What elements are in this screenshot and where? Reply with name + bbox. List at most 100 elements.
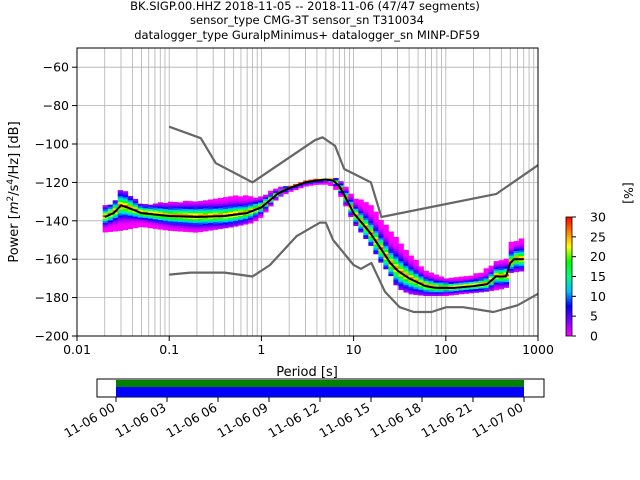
density-cell	[167, 218, 174, 222]
density-cell	[217, 201, 224, 205]
density-cell	[177, 208, 184, 211]
density-cell	[363, 207, 369, 211]
density-cell	[373, 246, 379, 249]
density-cell	[368, 228, 374, 231]
density-cell	[253, 205, 259, 208]
density-cell	[238, 211, 244, 215]
density-cell	[122, 219, 129, 223]
density-cell	[127, 224, 134, 228]
density-cell	[403, 286, 409, 289]
density-cell	[423, 274, 429, 277]
density-cell	[167, 222, 174, 226]
density-cell	[238, 209, 244, 213]
density-cell	[132, 225, 139, 229]
density-cell	[328, 183, 334, 187]
density-cell	[248, 219, 254, 222]
density-cell	[132, 214, 139, 217]
density-cell	[127, 201, 134, 205]
density-cell	[418, 291, 424, 294]
density-cell	[403, 284, 409, 287]
density-cell	[258, 213, 264, 216]
density-cell	[177, 206, 184, 209]
density-cell	[122, 212, 129, 215]
density-cell	[373, 242, 379, 245]
density-cell	[187, 228, 194, 231]
density-cell	[243, 203, 249, 206]
density-cell	[378, 243, 384, 246]
density-cell	[403, 278, 409, 282]
density-cell	[393, 273, 399, 276]
timeline-tick-label: 11-06 12	[265, 400, 321, 441]
density-cell	[393, 256, 399, 259]
density-cell	[428, 293, 434, 297]
density-cell	[187, 218, 194, 221]
density-cell	[438, 276, 444, 279]
density-cell	[162, 210, 169, 213]
density-cell	[368, 237, 374, 241]
density-cell	[243, 204, 249, 208]
density-cell	[107, 210, 114, 213]
density-cell	[373, 221, 379, 224]
density-cell	[428, 278, 434, 281]
density-cell	[483, 277, 490, 281]
density-cell	[207, 218, 214, 221]
colorbar-label: [%]	[621, 182, 636, 204]
density-cell	[468, 289, 474, 292]
density-cell	[243, 220, 249, 223]
density-cell	[117, 192, 124, 195]
density-cell	[368, 241, 374, 245]
density-cell	[453, 281, 459, 284]
density-cell	[258, 196, 264, 199]
density-cell	[253, 207, 259, 210]
timeline-tick-label: 11-06 09	[214, 400, 270, 441]
density-cell	[518, 263, 525, 266]
density-cell	[498, 277, 505, 280]
density-cell	[443, 284, 449, 287]
density-cell	[328, 177, 334, 181]
y-tick-label: −120	[35, 175, 69, 190]
density-cell	[167, 224, 174, 228]
colorbar-tick-label: 10	[590, 289, 606, 304]
density-cell	[122, 221, 129, 225]
density-cell	[363, 223, 369, 226]
density-cell	[122, 223, 129, 227]
density-cell	[378, 250, 384, 254]
density-cell	[398, 257, 404, 260]
density-cell	[418, 279, 424, 283]
density-cell	[493, 280, 500, 283]
density-cell	[182, 225, 189, 229]
density-cell	[248, 198, 254, 201]
density-cell	[378, 260, 384, 263]
density-cell	[288, 187, 294, 190]
density-cell	[127, 213, 134, 216]
density-cell	[197, 210, 204, 213]
density-cell	[202, 206, 209, 209]
density-cell	[413, 283, 419, 286]
density-cell	[238, 221, 244, 224]
density-cell	[433, 274, 439, 277]
density-cell	[132, 220, 139, 223]
density-cell	[408, 286, 414, 289]
density-cell	[358, 212, 364, 216]
density-cell	[413, 271, 419, 274]
density-cell	[303, 182, 309, 185]
density-cell	[117, 217, 124, 220]
colorbar-ticks: 0 5 10 15 20 25 30	[572, 210, 606, 344]
density-cell	[493, 266, 500, 270]
density-cell	[428, 288, 434, 291]
density-cell	[498, 260, 505, 263]
density-cell	[398, 260, 404, 264]
density-cell	[283, 186, 289, 189]
density-cell	[338, 185, 344, 188]
density-cell	[408, 274, 414, 278]
density-cell	[172, 203, 179, 207]
density-cell	[273, 190, 279, 193]
density-cell	[393, 281, 399, 284]
density-cell	[403, 276, 409, 280]
density-cell	[268, 202, 274, 205]
density-cell	[233, 197, 239, 200]
density-cell	[493, 272, 500, 275]
density-cell	[498, 273, 505, 276]
density-cell	[343, 190, 349, 193]
density-cell	[253, 216, 259, 220]
